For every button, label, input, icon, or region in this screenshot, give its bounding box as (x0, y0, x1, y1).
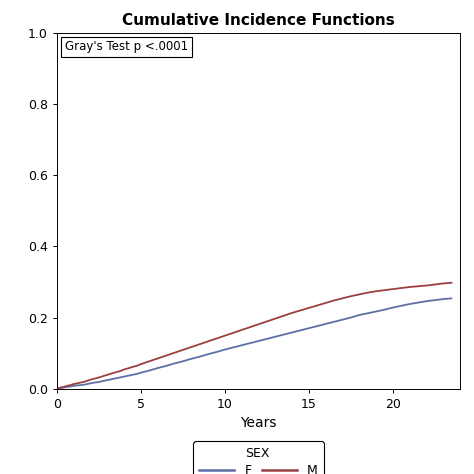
Legend: F, M: F, M (193, 441, 324, 474)
Text: Gray's Test p <.0001: Gray's Test p <.0001 (65, 40, 188, 53)
Title: Cumulative Incidence Functions: Cumulative Incidence Functions (122, 13, 395, 28)
X-axis label: Years: Years (240, 416, 277, 430)
